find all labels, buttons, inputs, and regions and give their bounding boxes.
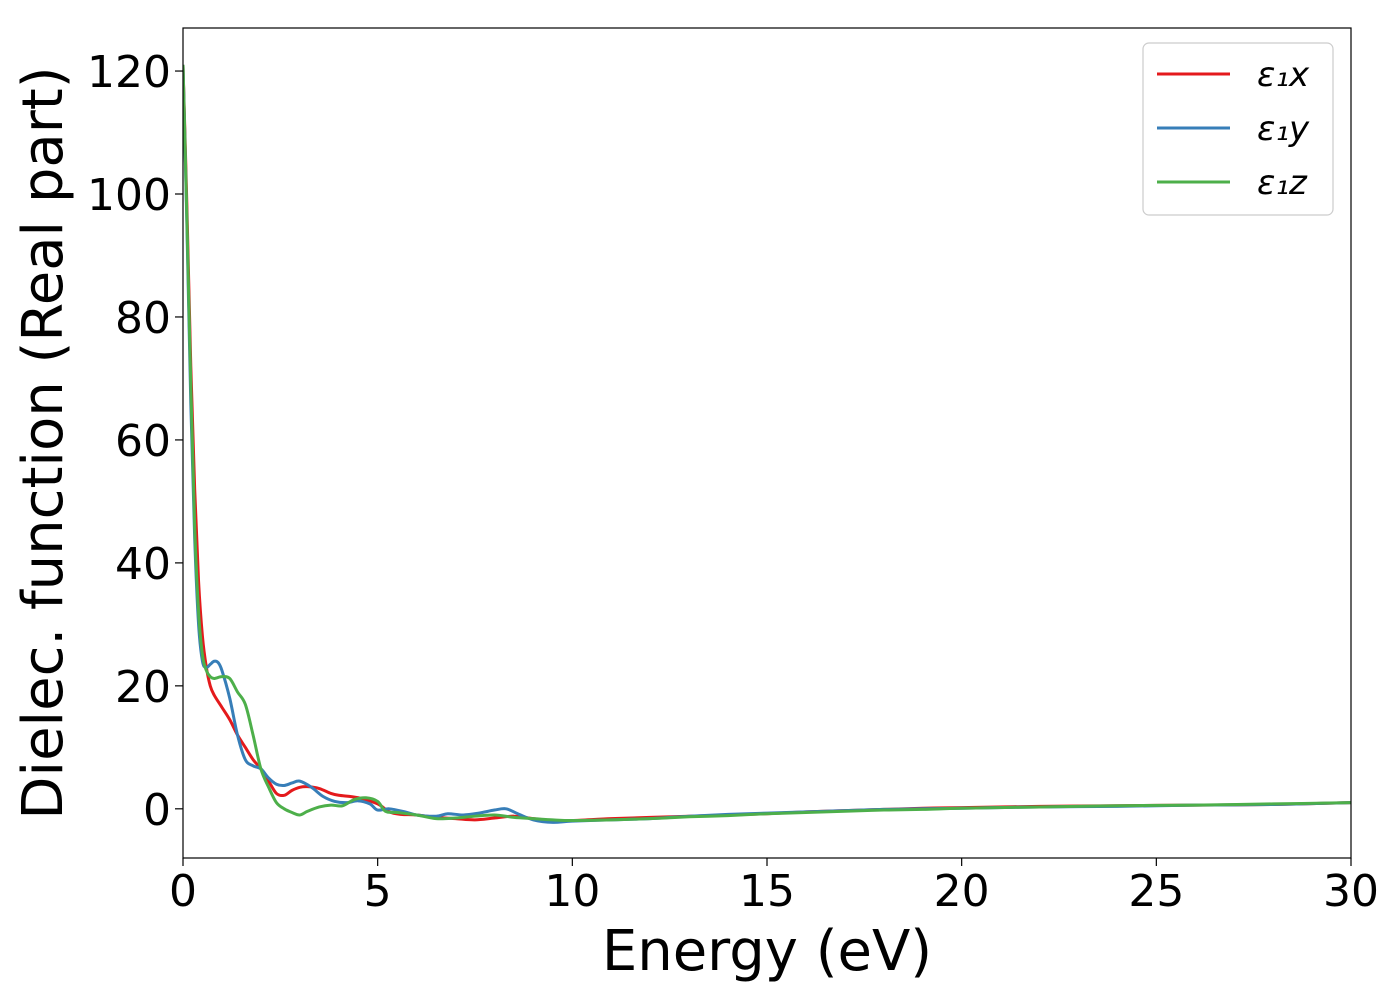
x-tick-label: 25 xyxy=(1128,866,1184,917)
y-tick-label: 120 xyxy=(87,47,171,98)
y-tick-label: 20 xyxy=(115,662,171,713)
y-tick-label: 0 xyxy=(143,785,171,836)
x-tick-label: 10 xyxy=(544,866,600,917)
x-tick-label: 15 xyxy=(739,866,795,917)
y-tick-label: 60 xyxy=(115,416,171,467)
x-tick-label: 5 xyxy=(364,866,392,917)
y-tick-label: 100 xyxy=(87,170,171,221)
y-tick-label: 40 xyxy=(115,539,171,590)
x-tick-label: 0 xyxy=(169,866,197,917)
y-tick-label: 80 xyxy=(115,293,171,344)
x-axis-ticks: 0 5 10 15 20 25 30 xyxy=(169,858,1379,917)
y-axis-label: Dielec. function (Real part) xyxy=(11,66,76,819)
legend: ε₁x ε₁y ε₁z xyxy=(1142,42,1334,216)
legend-label-1: ε₁x xyxy=(1257,55,1310,95)
x-axis-label: Energy (eV) xyxy=(602,919,932,984)
x-tick-label: 20 xyxy=(934,866,990,917)
legend-label-2: ε₁y xyxy=(1257,109,1310,149)
series-lines xyxy=(183,64,1351,824)
y-axis-ticks: 0 20 40 60 80 100 120 xyxy=(87,47,183,836)
legend-label-3: ε₁z xyxy=(1257,163,1308,203)
x-tick-label: 30 xyxy=(1323,866,1379,917)
series-line-3 xyxy=(183,64,1351,822)
legend-box xyxy=(1142,42,1334,216)
